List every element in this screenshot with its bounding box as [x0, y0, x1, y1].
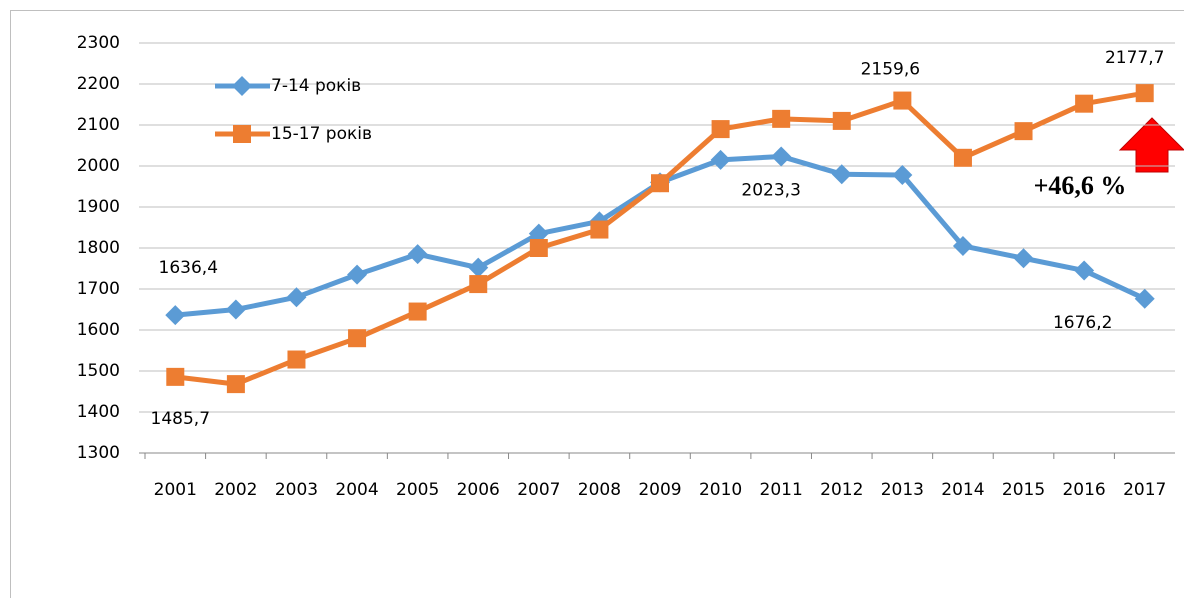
- y-tick-label: 1500: [77, 361, 120, 381]
- marker: [232, 76, 252, 96]
- marker: [286, 287, 307, 308]
- y-tick-label: 1900: [77, 197, 120, 217]
- marker: [771, 146, 792, 167]
- marker: [469, 275, 488, 294]
- y-tick-label: 2100: [77, 115, 120, 135]
- x-tick-label: 2004: [335, 480, 378, 500]
- marker: [468, 257, 489, 278]
- marker: [711, 120, 730, 139]
- chart-frame: [10, 10, 1184, 598]
- data-label: 1676,2: [1053, 313, 1112, 333]
- marker: [166, 367, 185, 386]
- marker: [952, 235, 973, 256]
- marker: [892, 165, 913, 186]
- y-tick-label: 2000: [77, 156, 120, 176]
- data-label: 2177,7: [1105, 48, 1164, 68]
- data-label: 1636,4: [159, 258, 218, 278]
- y-tick-label: 1700: [77, 279, 120, 299]
- x-tick-label: 2003: [275, 480, 318, 500]
- x-tick-label: 2012: [820, 480, 863, 500]
- marker: [1075, 94, 1094, 113]
- y-tick-label: 1400: [77, 402, 120, 422]
- marker: [348, 329, 367, 348]
- x-tick-label: 2017: [1123, 480, 1166, 500]
- y-tick-label: 2200: [77, 74, 120, 94]
- data-label: 1485,7: [151, 409, 210, 429]
- legend-label: 15-17 років: [271, 124, 372, 144]
- x-tick-label: 2001: [154, 480, 197, 500]
- x-tick-label: 2008: [578, 480, 621, 500]
- marker: [832, 111, 851, 130]
- x-tick-label: 2014: [941, 480, 984, 500]
- marker: [528, 223, 549, 244]
- x-tick-label: 2009: [638, 480, 681, 500]
- marker: [590, 220, 609, 239]
- x-tick-label: 2015: [1002, 480, 1045, 500]
- x-tick-label: 2005: [396, 480, 439, 500]
- marker: [1135, 84, 1154, 103]
- x-tick-label: 2010: [699, 480, 742, 500]
- legend-label: 7-14 років: [271, 76, 361, 96]
- marker: [831, 164, 852, 185]
- data-label: 2023,3: [741, 180, 800, 200]
- marker: [165, 305, 186, 326]
- y-tick-label: 1600: [77, 320, 120, 340]
- marker: [287, 350, 306, 369]
- y-tick-label: 1800: [77, 238, 120, 258]
- marker: [953, 148, 972, 167]
- annotation: +46,6 %: [1034, 171, 1127, 200]
- x-tick-label: 2006: [457, 480, 500, 500]
- marker: [529, 239, 548, 257]
- marker: [1074, 260, 1095, 281]
- data-label: 2159,6: [861, 60, 920, 80]
- marker: [1014, 122, 1033, 141]
- marker: [408, 302, 427, 321]
- x-tick-label: 2011: [760, 480, 803, 500]
- y-tick-label: 1300: [77, 443, 120, 463]
- marker: [710, 149, 731, 170]
- marker: [651, 174, 669, 193]
- marker: [1013, 248, 1034, 269]
- x-tick-label: 2013: [881, 480, 924, 500]
- marker: [772, 109, 791, 128]
- x-tick-label: 2016: [1062, 480, 1105, 500]
- x-tick-label: 2002: [214, 480, 257, 500]
- y-tick-label: 2300: [77, 33, 120, 53]
- x-tick-label: 2007: [517, 480, 560, 500]
- marker: [233, 125, 251, 143]
- marker: [347, 264, 368, 285]
- marker: [225, 299, 246, 320]
- marker: [226, 375, 245, 394]
- marker: [893, 91, 912, 110]
- marker: [1134, 288, 1155, 309]
- arrow-up: [1118, 117, 1184, 173]
- marker: [407, 244, 428, 265]
